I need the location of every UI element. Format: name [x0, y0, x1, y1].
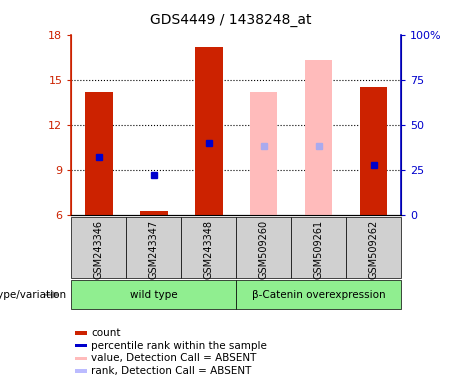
- Text: rank, Detection Call = ABSENT: rank, Detection Call = ABSENT: [91, 366, 251, 376]
- Bar: [71, 280, 236, 309]
- Text: wild type: wild type: [130, 290, 177, 300]
- Bar: [181, 217, 236, 278]
- Bar: [75, 344, 88, 347]
- Bar: [305, 60, 332, 215]
- Text: GSM509260: GSM509260: [259, 220, 269, 279]
- Text: GSM243347: GSM243347: [149, 220, 159, 279]
- Text: GDS4449 / 1438248_at: GDS4449 / 1438248_at: [150, 13, 311, 27]
- Text: GSM243346: GSM243346: [94, 220, 104, 279]
- Text: GSM509261: GSM509261: [313, 220, 324, 279]
- Text: β-Catenin overexpression: β-Catenin overexpression: [252, 290, 385, 300]
- Bar: [195, 46, 223, 215]
- Bar: [85, 92, 112, 215]
- Bar: [291, 217, 346, 278]
- Bar: [360, 87, 387, 215]
- Bar: [346, 217, 401, 278]
- Bar: [126, 217, 181, 278]
- Bar: [75, 357, 88, 360]
- Bar: [75, 369, 88, 372]
- Bar: [236, 217, 291, 278]
- Text: GSM243348: GSM243348: [204, 220, 214, 279]
- Bar: [71, 217, 126, 278]
- Bar: [140, 210, 168, 215]
- Bar: [75, 331, 88, 334]
- Text: genotype/variation: genotype/variation: [0, 290, 67, 300]
- Bar: [250, 92, 278, 215]
- Bar: [236, 280, 401, 309]
- Text: count: count: [91, 328, 121, 338]
- Text: GSM509262: GSM509262: [369, 220, 378, 279]
- Text: value, Detection Call = ABSENT: value, Detection Call = ABSENT: [91, 353, 256, 363]
- Text: percentile rank within the sample: percentile rank within the sample: [91, 341, 267, 351]
